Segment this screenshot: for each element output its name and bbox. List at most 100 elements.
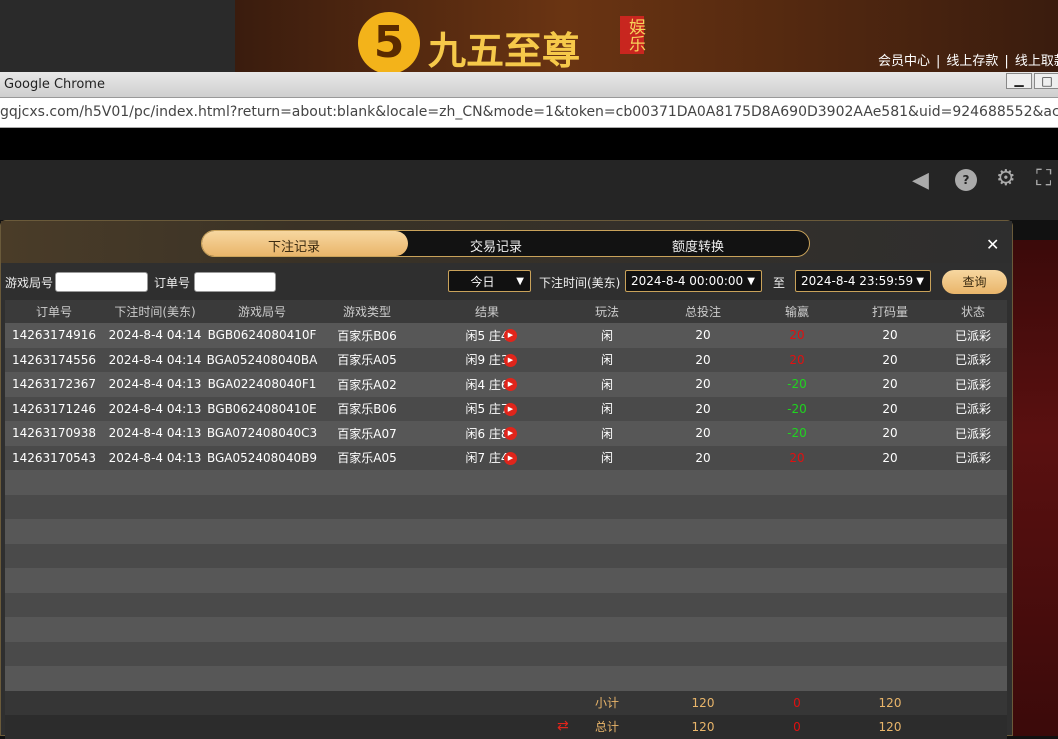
end-time: 2024-8-4 23:59:59 xyxy=(801,274,914,288)
address-bar[interactable]: gqjcxs.com/h5V01/pc/index.html?return=ab… xyxy=(0,98,1058,128)
help-icon[interactable]: ? xyxy=(955,169,977,191)
table-cell: 闲4 庄6 xyxy=(465,377,509,392)
table-row xyxy=(5,543,1007,568)
table-cell: 已派彩 xyxy=(954,377,992,392)
table-cell: 20 xyxy=(695,328,711,343)
table-cell: 闲 xyxy=(600,377,614,392)
refresh-icon[interactable]: ⇄ xyxy=(557,717,569,734)
replay-icon[interactable]: ▶ xyxy=(504,402,517,416)
table-cell: 20 xyxy=(695,426,711,441)
start-select[interactable]: 2024-8-4 00:00:00 xyxy=(625,270,762,292)
footer-turnover: 120 xyxy=(878,719,902,734)
window-titlebar: Google Chrome ▁ □ xyxy=(0,72,1058,98)
round-input[interactable] xyxy=(55,272,148,292)
period-select[interactable]: 今日 xyxy=(448,270,531,292)
footer-total-bet: 120 xyxy=(691,695,715,710)
period: 今日 xyxy=(470,274,495,289)
table-cell: 14263171246 xyxy=(12,401,96,416)
table-cell: 20 xyxy=(695,450,711,465)
settings-icon[interactable]: ⚙ xyxy=(996,166,1016,191)
close-button[interactable]: ✕ xyxy=(986,235,1000,254)
table-cell: 20 xyxy=(695,377,711,392)
table-row: 14263172367 2024-8-4 04:13 BGA022408040F1 百… xyxy=(5,372,1007,397)
table-cell: 20 xyxy=(882,352,898,367)
table-cell: 已派彩 xyxy=(954,451,992,466)
fullscreen-icon[interactable]: ⛶ xyxy=(1036,166,1052,191)
table-cell: 2024-8-4 04:13 xyxy=(108,401,202,416)
column-header: 总投注 xyxy=(684,305,722,319)
column-header: 游戏类型 xyxy=(342,305,392,319)
search-button[interactable]: 查询 xyxy=(942,270,1007,294)
column-header: 结果 xyxy=(474,305,500,319)
modal: 下注记录 交易记录 额度转换 ✕ 游戏局号 订单号 今日 下注时间(美东) 20… xyxy=(0,220,1013,739)
table-row xyxy=(5,641,1007,666)
column-header: 状态 xyxy=(960,305,986,319)
replay-icon[interactable]: ▶ xyxy=(504,353,517,367)
sound-icon[interactable]: ◀ xyxy=(912,168,929,193)
brand-badge: 娱乐 xyxy=(620,16,645,54)
tab[interactable]: 额度转换 xyxy=(672,240,725,255)
table-cell: 闲 xyxy=(600,451,614,466)
table-cell: 20 xyxy=(789,328,805,343)
tab[interactable]: 交易记录 xyxy=(470,240,523,255)
table-cell: 20 xyxy=(882,450,898,465)
app-bar: ◀ ? ⚙ ⛶ xyxy=(0,160,1058,220)
table-row: 14263170938 2024-8-4 04:13 BGA072408040C3 百… xyxy=(5,421,1007,446)
table-cell: 百家乐A05 xyxy=(337,353,397,368)
footer-turnover: 120 xyxy=(878,695,902,710)
table-row xyxy=(5,592,1007,617)
top-link[interactable]: 线上存款 xyxy=(946,54,999,69)
table: 订单号 下注时间(美东) 游戏局号 游戏类型 结果 玩法 总投注 输赢 打码量 状态 1426317… xyxy=(5,300,1007,739)
table-cell: 20 xyxy=(882,328,898,343)
table-cell: -20 xyxy=(787,401,807,416)
tab-bar: 下注记录 交易记录 额度转换 xyxy=(201,230,810,257)
tab[interactable]: 下注记录 xyxy=(268,240,321,255)
maximize-button[interactable]: □ xyxy=(1034,73,1058,89)
footer-label: 总计 xyxy=(594,720,620,734)
table-row xyxy=(5,494,1007,519)
table-cell: 闲 xyxy=(600,402,614,417)
table-row xyxy=(5,519,1007,544)
footer-label: 小计 xyxy=(594,696,620,710)
table-cell: 闲7 庄4 xyxy=(465,451,509,466)
table-cell: 已派彩 xyxy=(954,328,992,343)
table-row xyxy=(5,470,1007,495)
table-cell: 2024-8-4 04:13 xyxy=(108,377,202,392)
replay-icon[interactable]: ▶ xyxy=(504,427,517,440)
table-cell: 14263174916 xyxy=(12,328,96,343)
order-input[interactable] xyxy=(194,272,276,292)
table-row xyxy=(5,617,1007,642)
table-cell: 闲 xyxy=(600,328,614,343)
replay-icon[interactable]: ▶ xyxy=(504,378,517,391)
table-cell: 20 xyxy=(789,352,805,367)
table-cell: 闲5 庄4 xyxy=(465,328,509,343)
filter-label: 下注时间(美东) xyxy=(539,276,621,290)
table-cell: 百家乐A05 xyxy=(337,451,397,466)
table-cell: BGA052408040BA xyxy=(206,352,318,367)
footer-row: 小计 120 0 120 xyxy=(5,690,1007,715)
table-cell: 百家乐B06 xyxy=(337,328,397,343)
table-cell: 2024-8-4 04:13 xyxy=(108,426,202,441)
table-cell: 2024-8-4 04:14 xyxy=(108,328,202,343)
footer-total-bet: 120 xyxy=(691,719,715,734)
filter-label: 订单号 xyxy=(154,276,191,290)
minimize-button[interactable]: ▁ xyxy=(1006,73,1032,89)
end-select[interactable]: 2024-8-4 23:59:59 xyxy=(795,270,931,292)
table-row: 14263174916 2024-8-4 04:14 BGB0624080410F 百… xyxy=(5,323,1007,348)
logo-icon: 5 xyxy=(358,12,420,74)
replay-icon[interactable]: ▶ xyxy=(504,329,517,342)
table-cell: 闲 xyxy=(600,426,614,441)
table-cell: BGA022408040F1 xyxy=(207,377,317,392)
table-cell: 20 xyxy=(695,401,711,416)
column-header: 订单号 xyxy=(35,305,73,319)
brand: 九五至尊 xyxy=(428,28,581,73)
table-cell: 20 xyxy=(882,401,898,416)
top-link[interactable]: 会员中心 xyxy=(878,54,931,69)
top-link[interactable]: 线上取款 xyxy=(1014,54,1058,69)
table-row xyxy=(5,568,1007,593)
side-content xyxy=(1013,240,1058,736)
table-header: 订单号 下注时间(美东) 游戏局号 游戏类型 结果 玩法 总投注 输赢 打码量 状态 xyxy=(5,300,1007,323)
separator: | xyxy=(1004,54,1009,69)
replay-icon[interactable]: ▶ xyxy=(504,451,517,465)
